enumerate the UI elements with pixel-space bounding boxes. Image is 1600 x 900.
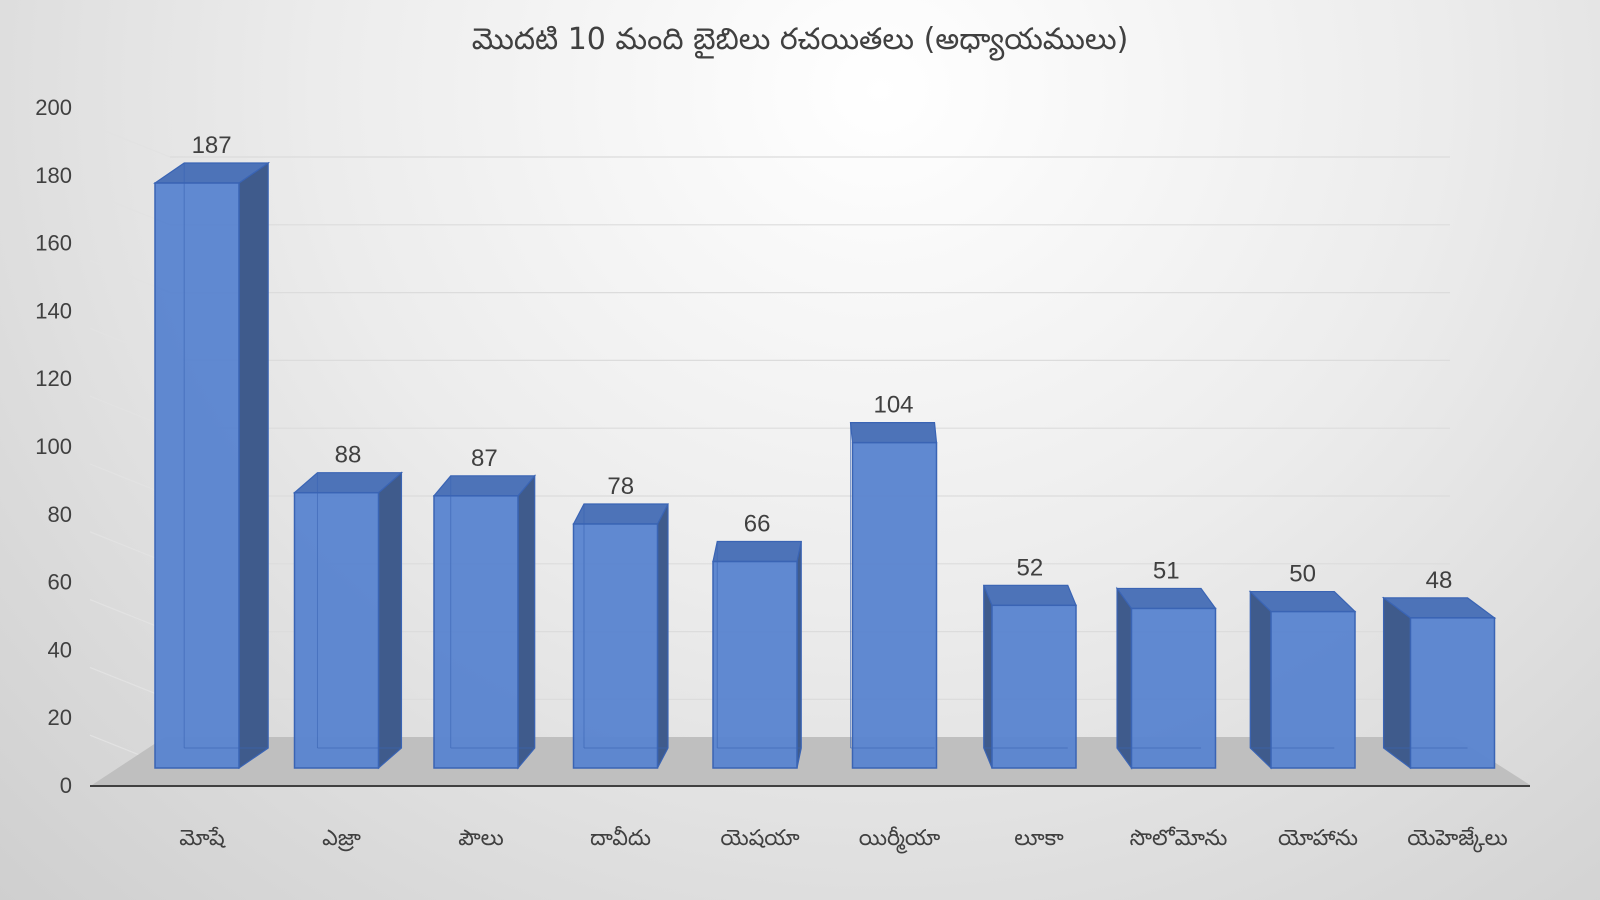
y-tick-label: 160 — [35, 231, 72, 256]
x-category-label: లూకా — [1014, 826, 1064, 851]
bar-front-face — [293, 491, 380, 769]
x-category-label: పౌలు — [458, 826, 504, 851]
bar-front-face — [154, 182, 240, 769]
bar: 50 — [1248, 561, 1357, 770]
bar-side-face — [377, 471, 403, 770]
bar-front-face — [1130, 607, 1217, 769]
y-tick-label: 100 — [35, 434, 72, 459]
data-label: 51 — [1153, 557, 1180, 584]
bar-side-face — [1382, 596, 1412, 770]
chart-title: మొదటి 10 మంది బైబిలు రచయితలు (అధ్యాయములు… — [471, 22, 1129, 57]
data-label: 52 — [1017, 554, 1044, 581]
bar: 88 — [292, 442, 404, 770]
x-axis-labels: మోషే ఎజ్రా పౌలు దావీదు యెషయా యిర్మీయా లూకా సొలో… — [179, 826, 1508, 854]
x-category-label: యెషయా — [720, 826, 800, 851]
bar-front-face — [572, 523, 659, 769]
bar-side-face — [1116, 586, 1133, 770]
bar-side-face — [983, 585, 993, 769]
y-tick-label: 120 — [35, 366, 72, 391]
y-tick-label: 20 — [48, 705, 72, 730]
y-tick-label: 0 — [60, 773, 72, 798]
bar-front-face — [1270, 610, 1356, 769]
bar: 51 — [1115, 557, 1217, 770]
bar-top-face — [1115, 587, 1217, 610]
x-category-label: ఎజ్రా — [322, 826, 361, 852]
bar-series: 187 88 87 78 66 104 52 51 50 48 — [153, 132, 1497, 770]
data-label: 88 — [335, 442, 362, 469]
bar-top-face — [982, 584, 1077, 606]
bar-side-face — [656, 503, 669, 769]
bar: 187 — [153, 132, 271, 770]
data-label: 87 — [471, 445, 498, 472]
bar-side-face — [1249, 590, 1272, 770]
bar-top-face — [849, 422, 938, 444]
bar-front-face — [1409, 617, 1496, 769]
bar: 87 — [432, 445, 537, 770]
data-label: 66 — [744, 511, 771, 538]
x-category-label: మోషే — [179, 826, 226, 851]
bar-top-face — [712, 540, 802, 563]
y-tick-label: 60 — [48, 570, 72, 595]
data-label: 104 — [873, 392, 913, 419]
x-category-label: సొలోమోను — [1130, 826, 1228, 851]
y-tick-label: 40 — [48, 637, 72, 662]
bar-side-face — [517, 474, 536, 770]
x-category-label: యిర్మీయా — [859, 826, 941, 854]
bar-front-face — [851, 441, 938, 769]
bar-top-face — [432, 475, 537, 497]
bar-front-face — [433, 495, 519, 769]
bar-side-face — [238, 161, 269, 770]
data-label: 50 — [1289, 561, 1316, 588]
bar: 52 — [982, 554, 1077, 769]
data-label: 48 — [1426, 567, 1453, 594]
x-category-label: యోహాను — [1278, 826, 1358, 851]
y-tick-label: 140 — [35, 298, 72, 323]
x-category-label: దావీదు — [590, 826, 651, 851]
bar: 48 — [1381, 567, 1497, 770]
y-tick-label: 80 — [48, 502, 72, 527]
bar: 78 — [572, 473, 669, 769]
bar-top-face — [572, 503, 669, 525]
y-axis-ticks: 0 20 40 60 80 100 120 140 160 180 200 — [35, 95, 72, 798]
bar-front-face — [991, 604, 1077, 769]
y-tick-label: 200 — [35, 95, 72, 120]
bar-front-face — [712, 560, 798, 769]
bar: 104 — [849, 392, 938, 769]
bar: 66 — [712, 511, 802, 769]
data-label: 187 — [192, 132, 232, 159]
x-category-label: యెహెజ్కేలు — [1407, 826, 1508, 853]
y-tick-label: 180 — [35, 163, 72, 188]
data-label: 78 — [607, 473, 634, 500]
